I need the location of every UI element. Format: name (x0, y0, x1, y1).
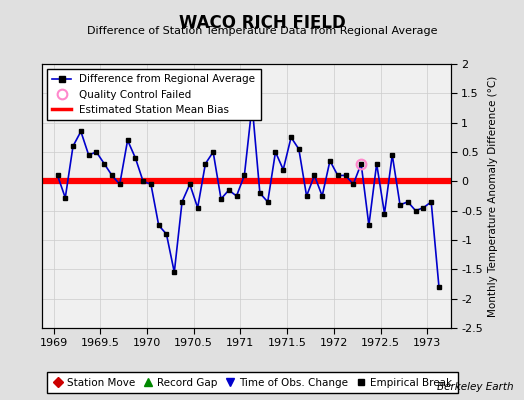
Text: WACO RICH FIELD: WACO RICH FIELD (179, 14, 345, 32)
Y-axis label: Monthly Temperature Anomaly Difference (°C): Monthly Temperature Anomaly Difference (… (488, 75, 498, 317)
Legend: Station Move, Record Gap, Time of Obs. Change, Empirical Break: Station Move, Record Gap, Time of Obs. C… (47, 372, 457, 393)
Text: Berkeley Earth: Berkeley Earth (437, 382, 514, 392)
Text: Difference of Station Temperature Data from Regional Average: Difference of Station Temperature Data f… (87, 26, 437, 36)
